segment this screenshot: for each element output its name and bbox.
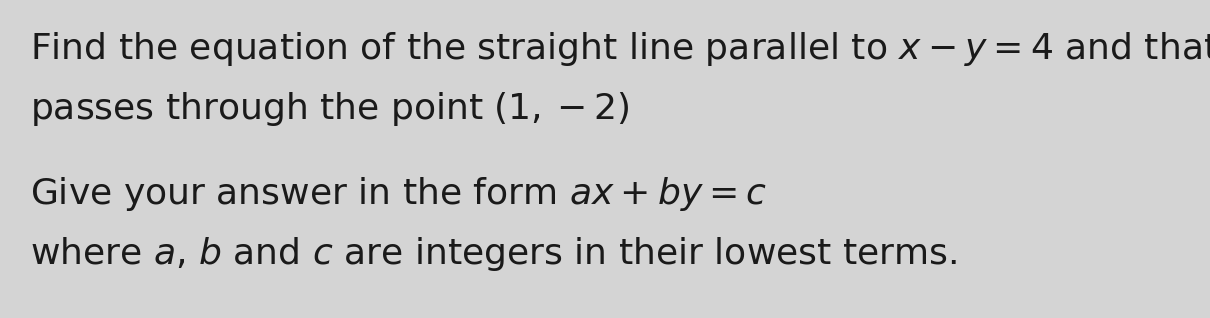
Text: Give your answer in the form $ax+by=c$: Give your answer in the form $ax+by=c$ (30, 175, 767, 213)
Text: Find the equation of the straight line parallel to $x-y=4$ and that: Find the equation of the straight line p… (30, 30, 1210, 68)
Text: where $a$, $b$ and $c$ are integers in their lowest terms.: where $a$, $b$ and $c$ are integers in t… (30, 235, 957, 273)
Text: passes through the point $(1,-2)$: passes through the point $(1,-2)$ (30, 90, 629, 128)
